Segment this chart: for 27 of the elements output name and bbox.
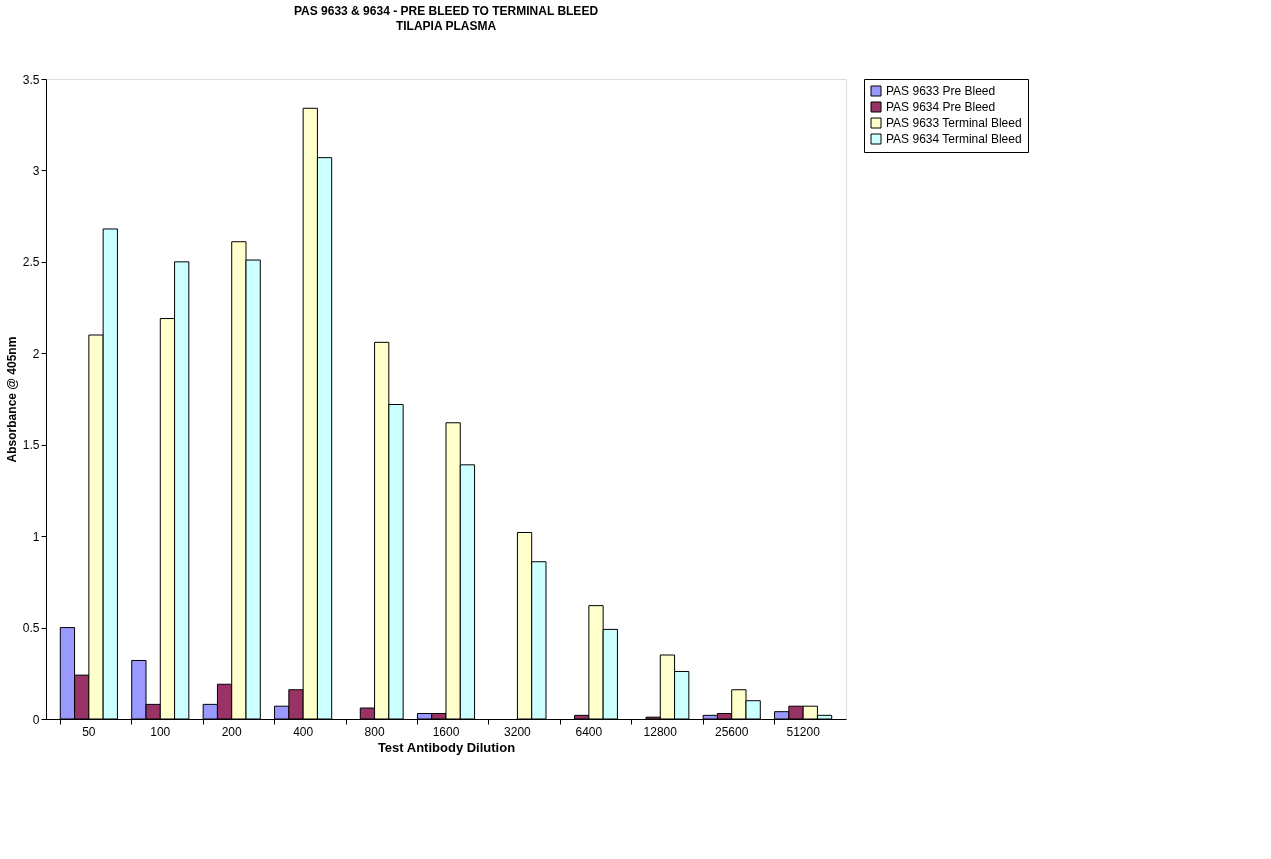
x-tick-label: 200 xyxy=(221,724,243,739)
legend-label: PAS 9633 Terminal Bleed xyxy=(886,116,1022,130)
x-tick-label: 25600 xyxy=(715,724,749,739)
y-tick-label: 2 xyxy=(32,346,40,361)
x-tick-label: 800 xyxy=(364,724,385,739)
x-tick-label: 51200 xyxy=(786,724,821,739)
y-tick-label: 2.5 xyxy=(22,255,40,270)
chart-subtitle: TILAPIA PLASMA xyxy=(395,19,497,33)
x-tick-label: 3200 xyxy=(504,724,532,739)
x-tick-label: 1600 xyxy=(432,724,460,739)
y-tick-label: 3.5 xyxy=(22,72,40,87)
x-tick-label: 50 xyxy=(82,724,96,739)
y-tick-label: 1.5 xyxy=(22,438,40,453)
y-tick-label: 0.5 xyxy=(22,621,40,636)
x-tick-label: 100 xyxy=(150,724,171,739)
y-tick-label: 3 xyxy=(32,163,40,178)
x-tick-label: 400 xyxy=(293,724,314,739)
chart-title: PAS 9633 & 9634 - PRE BLEED TO TERMINAL BLEED xyxy=(293,4,599,18)
x-tick-label: 6400 xyxy=(575,724,603,739)
x-axis-title: Test Antibody Dilution xyxy=(377,739,516,755)
legend-label: PAS 9633 Pre Bleed xyxy=(886,84,996,98)
x-tick-label: 12800 xyxy=(643,724,678,739)
y-axis-title: Absorbance @ 405nm xyxy=(4,336,19,463)
legend-label: PAS 9634 Pre Bleed xyxy=(886,100,996,114)
legend-label: PAS 9634 Terminal Bleed xyxy=(886,132,1022,146)
y-tick-label: 1 xyxy=(32,529,40,544)
y-tick-label: 0 xyxy=(32,712,40,727)
